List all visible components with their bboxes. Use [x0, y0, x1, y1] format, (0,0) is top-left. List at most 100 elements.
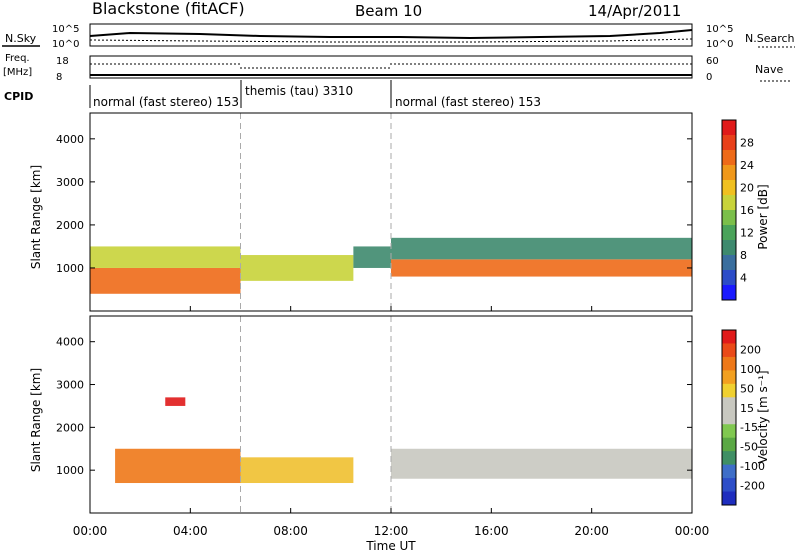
- velocity-colorbar-tick-2: 50: [740, 382, 754, 395]
- x-tick-label-1: 04:00: [173, 524, 208, 538]
- nave-label: Nave: [755, 63, 783, 76]
- velocity-colorbar-tick-5: -50: [740, 441, 758, 454]
- power-colorbar-label: Power [dB]: [756, 184, 770, 249]
- velocity-colorbar-cell-1: [722, 343, 736, 358]
- velocity-band-1: [240, 457, 354, 484]
- velocity-panel-bg: [90, 316, 692, 513]
- power-colorbar-cell-2: [722, 150, 736, 166]
- date-label: 14/Apr/2011: [588, 2, 681, 20]
- power-colorbar-cell-4: [722, 180, 736, 196]
- velocity-colorbar-cell-8: [722, 437, 736, 452]
- x-tick-label-5: 20:00: [574, 524, 609, 538]
- velocity-colorbar-cell-9: [722, 451, 736, 466]
- velocity-colorbar-label: Velocity [m s⁻¹]: [756, 370, 770, 463]
- velocity-band-2: [391, 448, 692, 479]
- velocity-colorbar-tick-7: -200: [740, 480, 765, 493]
- freq-tick-bottom: 8: [56, 72, 62, 83]
- power-band-2: [240, 255, 354, 281]
- freq-tick-top: 18: [56, 56, 69, 67]
- power-colorbar-cell-6: [722, 210, 736, 226]
- radar-title: Blackstone (fitACF): [92, 0, 245, 18]
- x-axis: 00:00 04:00 08:00 12:00 16:00 20:00 00:00: [73, 524, 710, 538]
- velocity-ytick-label-3: 4000: [56, 336, 84, 349]
- nsky-line: [89, 29, 693, 40]
- power-colorbar-cell-3: [722, 165, 736, 181]
- x-tick-label-3: 12:00: [374, 524, 409, 538]
- nsky-label: N.Sky: [5, 32, 37, 45]
- nsky-tick-top: 10^5: [52, 24, 79, 35]
- power-colorbar-cell-5: [722, 195, 736, 211]
- velocity-ytick-label-2: 3000: [56, 379, 84, 392]
- power-colorbar-tick-5: 24: [740, 159, 754, 172]
- beam-label: Beam 10: [355, 2, 422, 20]
- velocity-colorbar-cell-0: [722, 330, 736, 344]
- velocity-colorbar-cell-11: [722, 478, 736, 493]
- velocity-ylabel: Slant Range [km]: [29, 368, 43, 472]
- cpid-segment-2: themis (tau) 3310: [245, 84, 353, 98]
- power-band-0: [90, 267, 241, 294]
- velocity-band-3: [165, 397, 186, 406]
- velocity-band-0: [115, 448, 241, 484]
- velocity-colorbar-cell-2: [722, 356, 736, 371]
- velocity-ytick-label-1: 2000: [56, 421, 84, 434]
- nsearch-label: N.Search: [745, 32, 795, 45]
- velocity-colorbar-cell-5: [722, 397, 736, 412]
- power-colorbar-cell-10: [722, 270, 736, 286]
- power-colorbar-frame: [721, 119, 737, 301]
- nsearch-line: [89, 38, 693, 43]
- power-ytick-label-2: 3000: [56, 176, 84, 189]
- x-tick-label-0: 00:00: [73, 524, 108, 538]
- power-band-4: [391, 259, 692, 277]
- x-tick-label-4: 16:00: [474, 524, 509, 538]
- power-ytick-label-1: 2000: [56, 219, 84, 232]
- power-colorbar-tick-1: 8: [740, 249, 747, 262]
- velocity-ytick-label-0: 1000: [56, 464, 84, 477]
- velocity-colorbar-tick-0: 200: [740, 343, 761, 356]
- cpid-segment-1: normal (fast stereo) 153: [93, 95, 239, 109]
- velocity-colorbar-cell-12: [722, 491, 736, 506]
- cpid-label: CPID: [4, 90, 33, 103]
- power-colorbar-tick-0: 4: [740, 272, 747, 285]
- power-colorbar-cell-0: [722, 120, 736, 136]
- power-colorbar-tick-2: 12: [740, 227, 754, 240]
- freq-unit: [MHz]: [3, 67, 32, 78]
- power-colorbar-cell-1: [722, 135, 736, 151]
- power-band-3: [353, 246, 391, 268]
- power-colorbar-cell-7: [722, 225, 736, 241]
- velocity-colorbar-cell-10: [722, 464, 736, 479]
- nsky-strip-frame: [89, 23, 693, 47]
- velocity-colorbar-tick-3: 15: [740, 402, 754, 415]
- cpid-segment-3: normal (fast stereo) 153: [395, 95, 541, 109]
- power-band-1: [90, 246, 241, 268]
- x-tick-label-6: 00:00: [675, 524, 710, 538]
- nsearch-tick-bottom: 10^0: [706, 39, 733, 50]
- power-panel: 1000 2000 3000 4000: [56, 112, 693, 312]
- velocity-colorbar: 200 100 50 15 -15 -50 -100 -200: [721, 329, 765, 506]
- power-colorbar-tick-6: 28: [740, 137, 754, 150]
- nsearch-tick-top: 10^5: [706, 24, 733, 35]
- power-ytick-label-0: 1000: [56, 262, 84, 275]
- velocity-colorbar-cell-6: [722, 410, 736, 425]
- velocity-colorbar-tick-6: -100: [740, 460, 765, 473]
- power-colorbar: 4 8 12 16 20 24 28: [721, 119, 754, 301]
- power-colorbar-cell-11: [722, 285, 736, 301]
- power-ylabel: Slant Range [km]: [29, 165, 43, 269]
- x-axis-label: Time UT: [365, 539, 416, 553]
- power-ytick-label-3: 4000: [56, 133, 84, 146]
- power-colorbar-tick-4: 20: [740, 182, 754, 195]
- power-colorbar-tick-3: 16: [740, 204, 754, 217]
- power-colorbar-cell-9: [722, 255, 736, 271]
- velocity-colorbar-tick-4: -15: [740, 421, 758, 434]
- velocity-colorbar-cell-7: [722, 424, 736, 439]
- velocity-panel: 1000 2000 3000 4000: [56, 315, 693, 514]
- nave-tick-top: 60: [706, 56, 719, 67]
- velocity-colorbar-frame: [721, 329, 737, 506]
- x-tick-label-2: 08:00: [273, 524, 308, 538]
- freq-label: Freq.: [5, 53, 30, 64]
- nave-tick-bottom: 0: [706, 72, 712, 83]
- freq-strip-frame: [89, 55, 693, 79]
- velocity-colorbar-tick-1: 100: [740, 363, 761, 376]
- nsky-tick-bottom: 10^0: [52, 39, 79, 50]
- velocity-colorbar-cell-3: [722, 370, 736, 385]
